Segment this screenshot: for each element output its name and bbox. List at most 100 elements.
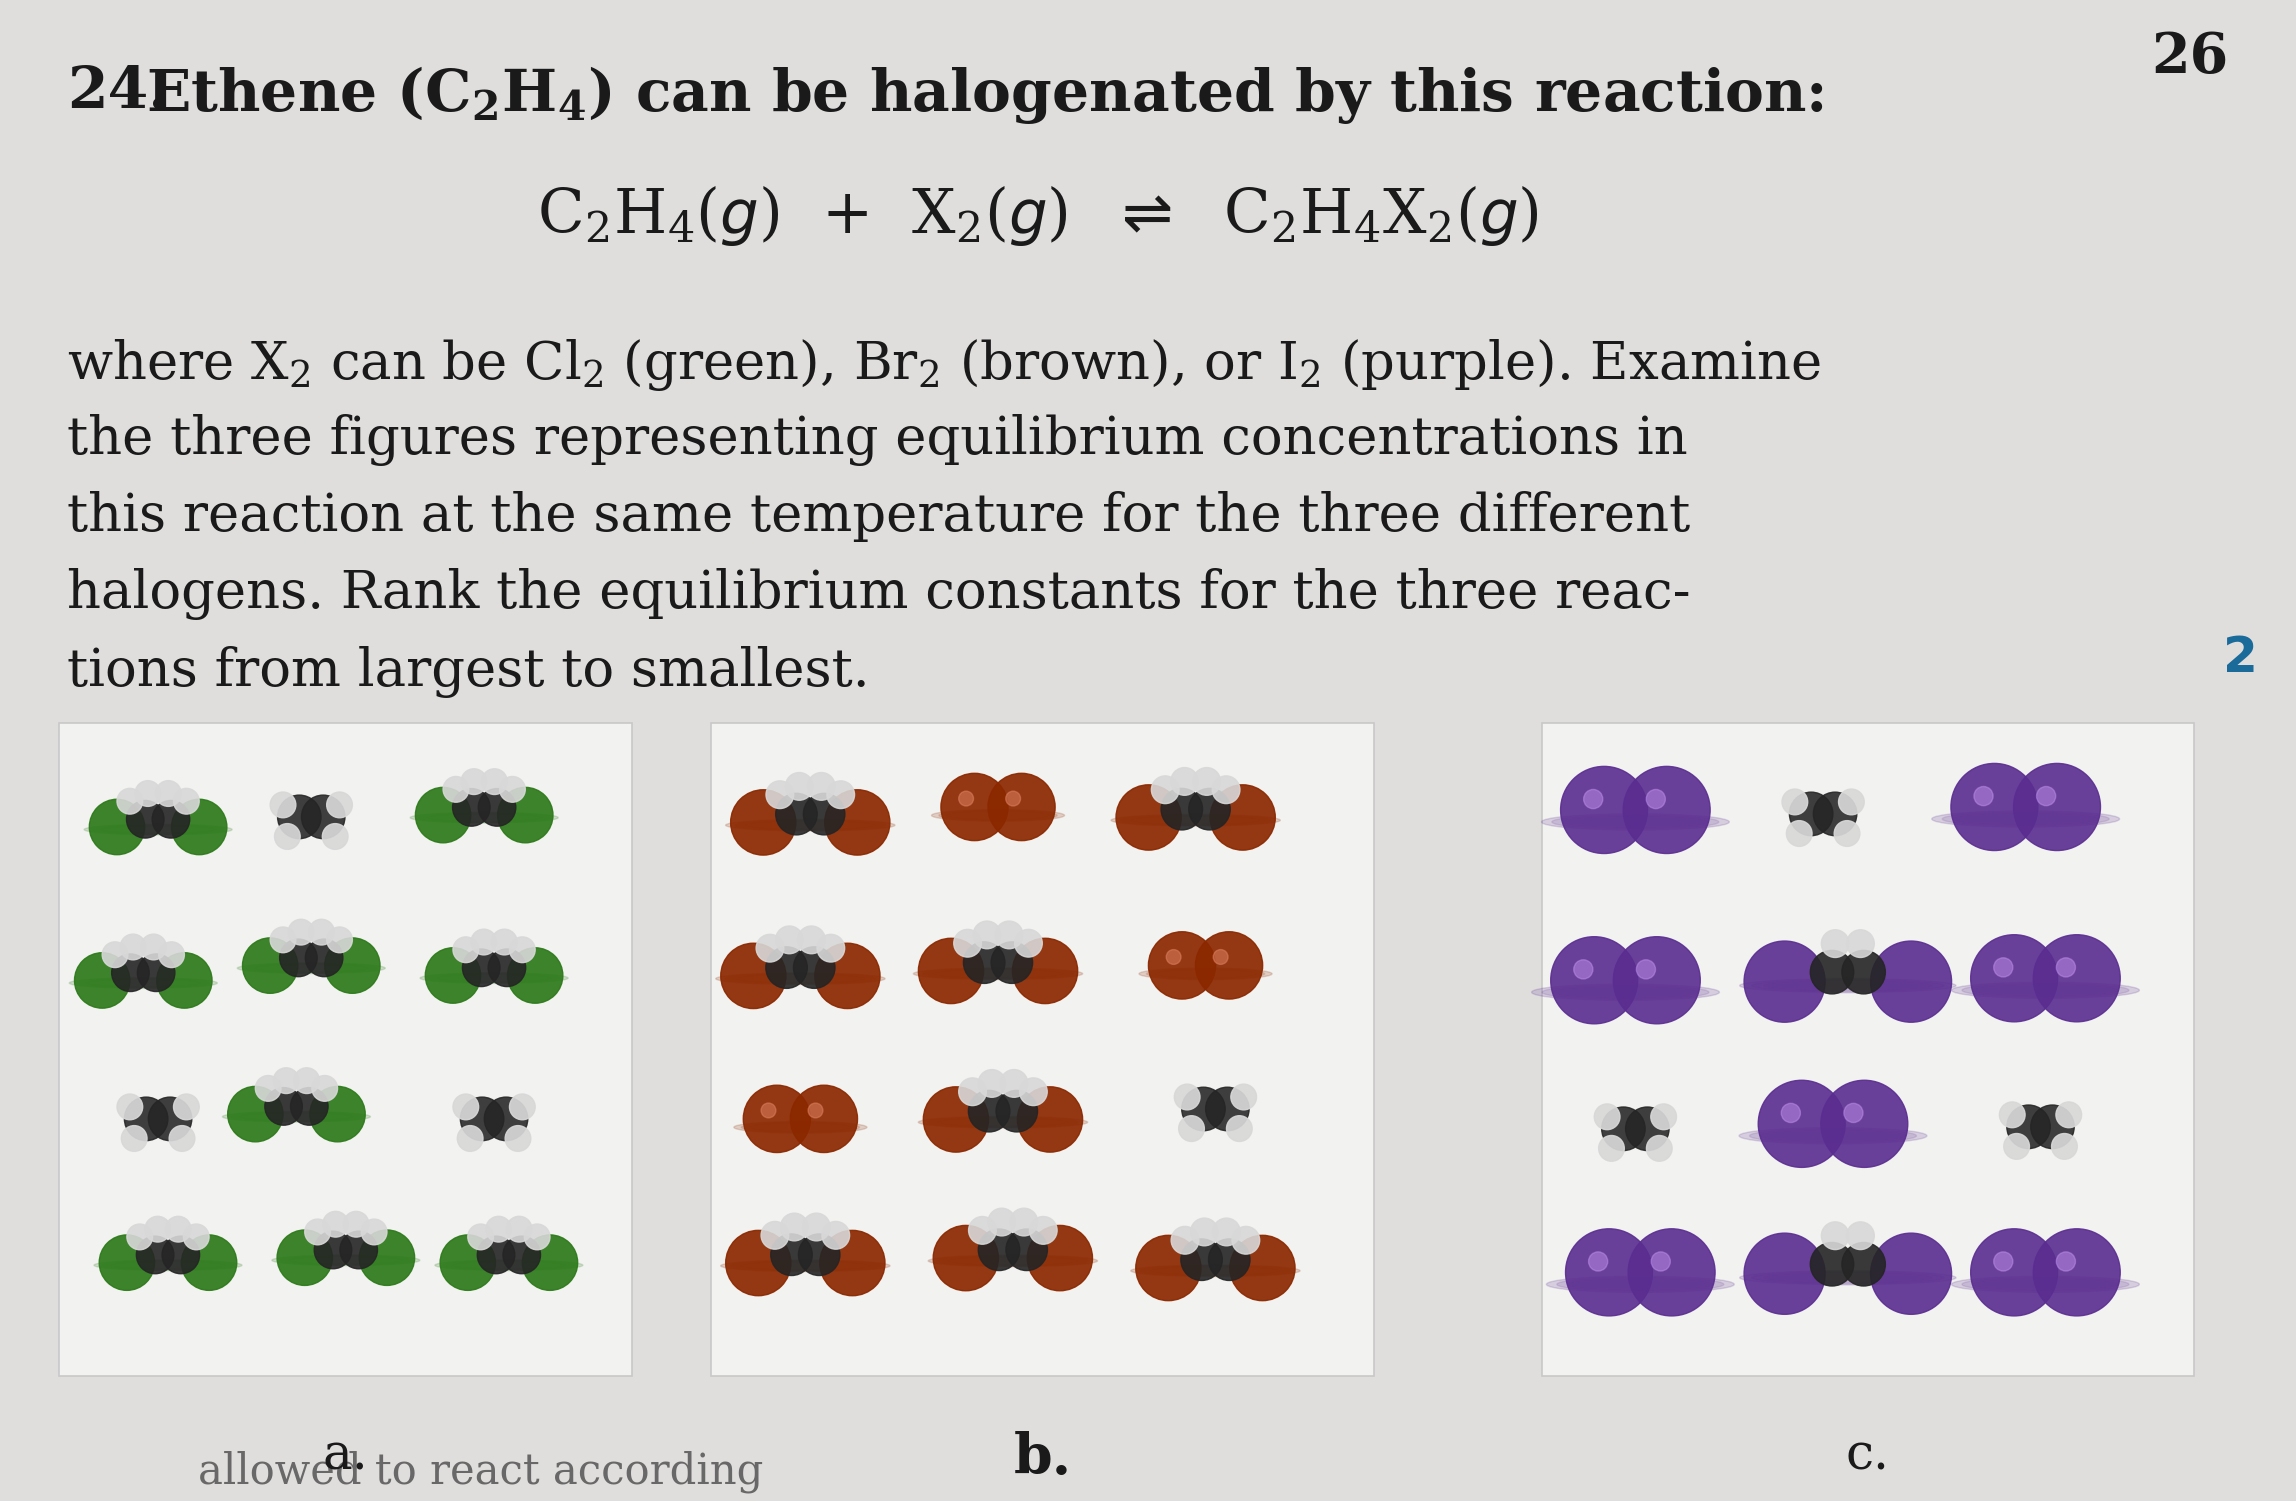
Ellipse shape [1972, 1279, 2119, 1291]
Circle shape [1745, 1234, 1825, 1315]
Ellipse shape [742, 1123, 859, 1132]
Circle shape [1841, 950, 1885, 994]
Circle shape [471, 929, 496, 955]
Circle shape [158, 941, 184, 968]
Circle shape [1623, 767, 1711, 854]
Circle shape [310, 1087, 365, 1142]
Ellipse shape [1750, 1129, 1917, 1142]
Ellipse shape [937, 1118, 1070, 1126]
Circle shape [1137, 1235, 1201, 1301]
Circle shape [1162, 788, 1203, 830]
Circle shape [960, 791, 974, 806]
Circle shape [1178, 1115, 1205, 1141]
Ellipse shape [452, 1261, 567, 1268]
Circle shape [1821, 929, 1848, 958]
Ellipse shape [946, 811, 1049, 820]
Circle shape [1019, 1078, 1047, 1106]
Circle shape [1846, 1222, 1874, 1249]
Text: 24.: 24. [67, 65, 170, 120]
Ellipse shape [411, 812, 558, 823]
Circle shape [2030, 1105, 2073, 1148]
Circle shape [305, 1219, 331, 1244]
Circle shape [1786, 821, 1812, 847]
Ellipse shape [1543, 985, 1708, 1000]
Circle shape [2004, 1133, 2030, 1159]
Circle shape [276, 824, 301, 850]
Ellipse shape [101, 826, 216, 833]
Circle shape [324, 1211, 349, 1237]
Ellipse shape [1557, 1277, 1724, 1291]
Circle shape [1192, 1219, 1219, 1246]
Circle shape [1614, 937, 1701, 1024]
Circle shape [510, 1094, 535, 1120]
FancyBboxPatch shape [60, 723, 631, 1376]
Circle shape [776, 794, 817, 835]
Circle shape [1010, 1208, 1038, 1235]
Circle shape [960, 1078, 987, 1106]
Ellipse shape [1952, 1276, 2140, 1292]
Circle shape [301, 796, 344, 839]
Circle shape [771, 1234, 813, 1276]
Circle shape [755, 934, 783, 962]
FancyBboxPatch shape [712, 723, 1373, 1376]
Circle shape [505, 1126, 530, 1151]
Ellipse shape [230, 1112, 363, 1121]
Circle shape [145, 1216, 170, 1241]
Circle shape [1006, 1229, 1047, 1270]
Ellipse shape [744, 821, 877, 830]
Circle shape [1871, 941, 1952, 1022]
Circle shape [1646, 1136, 1671, 1162]
Circle shape [1814, 793, 1857, 836]
Ellipse shape [255, 964, 370, 973]
Circle shape [149, 1097, 193, 1141]
Circle shape [478, 1237, 514, 1274]
Ellipse shape [932, 970, 1063, 977]
Circle shape [1116, 785, 1180, 850]
Ellipse shape [914, 968, 1084, 980]
Circle shape [996, 1090, 1038, 1132]
Circle shape [1628, 1229, 1715, 1316]
Circle shape [1593, 1103, 1621, 1130]
Circle shape [726, 1231, 790, 1295]
Circle shape [243, 938, 298, 994]
Circle shape [992, 941, 1033, 983]
Circle shape [1148, 932, 1215, 1000]
Circle shape [113, 955, 149, 992]
Circle shape [264, 1088, 303, 1126]
Circle shape [1013, 938, 1077, 1004]
Circle shape [1637, 959, 1655, 979]
Circle shape [138, 955, 174, 992]
Ellipse shape [429, 974, 560, 983]
Circle shape [941, 773, 1008, 841]
Circle shape [824, 790, 891, 856]
Circle shape [1993, 1252, 2014, 1271]
Circle shape [1970, 935, 2057, 1022]
Circle shape [1196, 932, 1263, 1000]
Ellipse shape [1568, 1279, 1713, 1291]
Circle shape [273, 1067, 298, 1094]
Circle shape [1194, 767, 1221, 796]
Circle shape [491, 929, 517, 955]
Ellipse shape [1130, 1265, 1300, 1276]
Circle shape [932, 1225, 999, 1291]
Circle shape [255, 1076, 280, 1102]
Circle shape [135, 1237, 174, 1274]
Circle shape [119, 934, 147, 959]
Ellipse shape [1561, 817, 1708, 829]
Circle shape [90, 799, 145, 854]
Ellipse shape [427, 814, 542, 821]
Circle shape [308, 919, 335, 946]
Circle shape [165, 1216, 191, 1241]
Ellipse shape [1552, 986, 1699, 998]
Circle shape [1809, 1243, 1853, 1286]
Circle shape [1598, 1136, 1623, 1162]
Circle shape [781, 1213, 808, 1241]
Circle shape [1212, 950, 1228, 964]
Circle shape [99, 1235, 154, 1291]
Circle shape [760, 1103, 776, 1118]
Circle shape [804, 1213, 831, 1241]
Ellipse shape [418, 814, 551, 823]
Ellipse shape [1763, 1273, 1931, 1283]
Ellipse shape [69, 977, 218, 989]
Circle shape [827, 781, 854, 809]
